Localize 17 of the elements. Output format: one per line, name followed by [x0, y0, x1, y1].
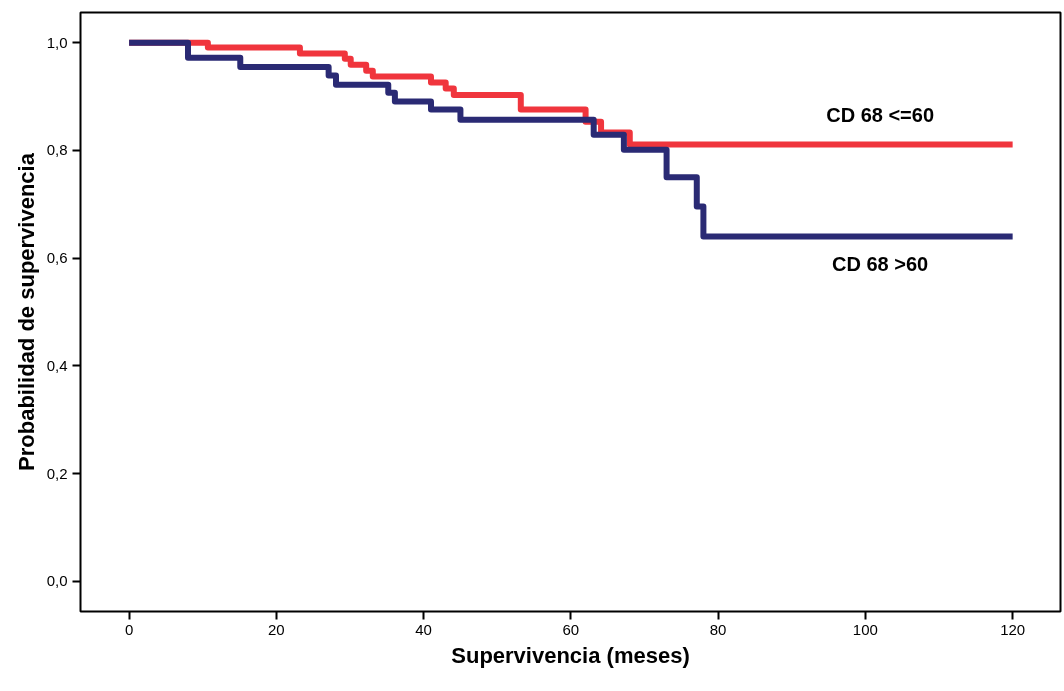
- series-label: CD 68 <=60: [826, 104, 935, 127]
- y-axis-title: Probabilidad de supervivencia: [13, 152, 39, 471]
- x-axis-title: Supervivencia (meses): [451, 642, 690, 668]
- x-tick-label: 60: [562, 620, 580, 638]
- x-tick-label: 100: [852, 620, 878, 638]
- y-tick-label: 0,4: [46, 356, 68, 374]
- x-tick-label: 80: [709, 620, 727, 638]
- x-tick-label: 40: [415, 620, 432, 638]
- x-tick-label: 0: [124, 620, 134, 638]
- y-tick-label: 0,0: [46, 572, 68, 590]
- x-tick-label: 20: [268, 620, 285, 638]
- series-label: CD 68 >60: [832, 252, 929, 275]
- x-tick-label: 120: [1000, 620, 1026, 638]
- y-tick-label: 0,8: [46, 141, 68, 159]
- y-tick-label: 0,6: [46, 249, 68, 267]
- y-tick-label: 1,0: [46, 33, 68, 51]
- y-tick-label: 0,2: [46, 464, 68, 482]
